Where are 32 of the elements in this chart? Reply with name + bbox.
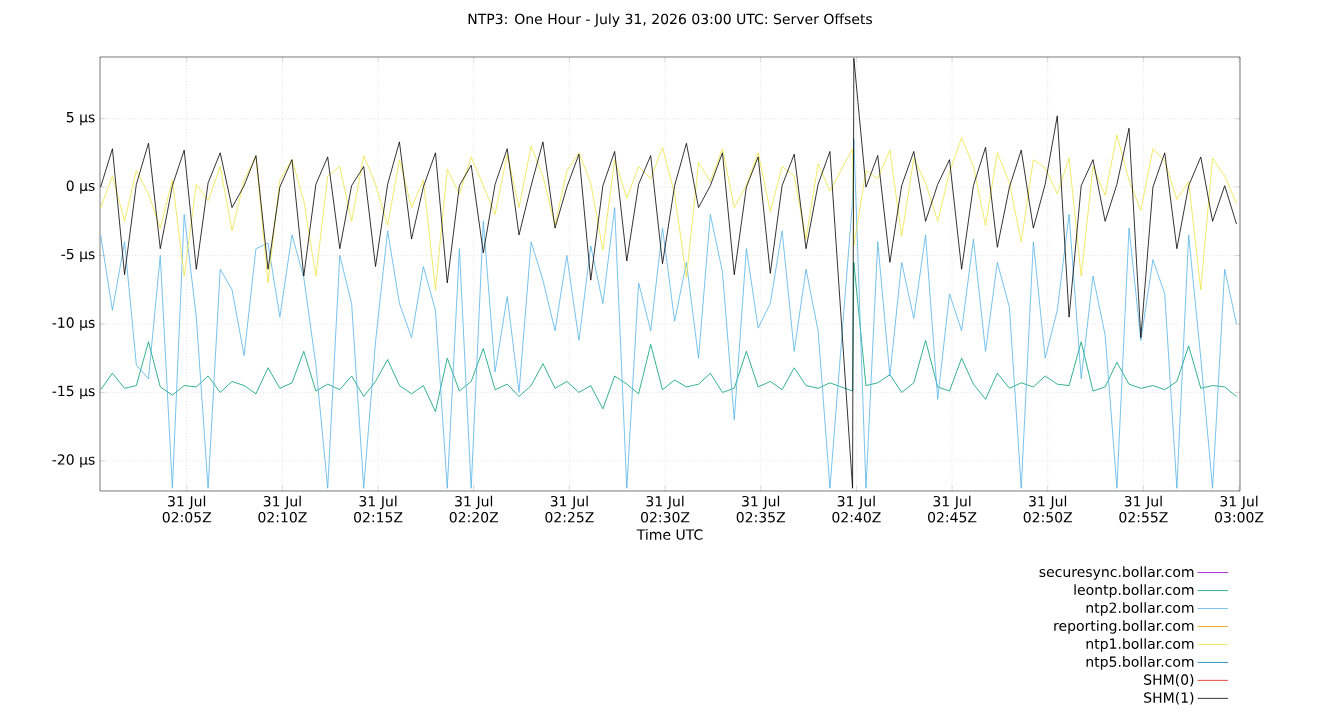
line-series: [100, 134, 1237, 291]
x-tick-label: 31 Jul 02:45Z: [928, 495, 977, 523]
x-tick-label: 31 Jul 02:30Z: [641, 495, 690, 523]
line-series: [100, 57, 1237, 489]
x-tick-label: 31 Jul 03:00Z: [1215, 495, 1264, 523]
legend-label: SHM(1): [1144, 692, 1194, 705]
x-tick-label: 31 Jul 02:20Z: [449, 495, 499, 523]
y-tick-label: 0 µs: [66, 180, 95, 194]
x-tick-label: 31 Jul 02:25Z: [545, 495, 594, 523]
y-tick-label: -10 µs: [52, 317, 95, 331]
chart-title: NTP3: One Hour - July 31, 2026 03:00 UTC: Server Offsets: [468, 13, 873, 27]
legend-label: ntp5.bollar.com: [1086, 656, 1194, 670]
x-tick-label: 31 Jul 02:05Z: [162, 495, 212, 523]
x-tick-label: 31 Jul 02:35Z: [736, 495, 786, 523]
legend-label: SHM(0): [1144, 674, 1194, 687]
x-tick-label: 31 Jul 02:55Z: [1119, 495, 1168, 523]
x-tick-label: 31 Jul 02:50Z: [1023, 495, 1073, 523]
x-tick-label: 31 Jul 02:15Z: [354, 495, 403, 523]
x-tick-label: 31 Jul 02:40Z: [832, 495, 881, 523]
x-tick-label: 31 Jul 02:10Z: [258, 495, 307, 523]
y-tick-label: -20 µs: [52, 454, 95, 468]
y-tick-label: -5 µs: [61, 248, 95, 263]
legend-label: reporting.bollar.com: [1054, 620, 1194, 634]
y-tick-label: 5 µs: [66, 112, 95, 126]
legend-label: securesync.bollar.com: [1039, 566, 1194, 580]
legend-label: ntp1.bollar.com: [1086, 638, 1194, 652]
y-tick-label: -15 µs: [52, 385, 95, 399]
legend-label: leontp.bollar.com: [1074, 584, 1194, 598]
line-series: [100, 138, 1237, 489]
x-axis-title: Time UTC: [636, 529, 703, 540]
legend-label: ntp2.bollar.com: [1086, 602, 1194, 616]
line-series: [100, 261, 1237, 412]
